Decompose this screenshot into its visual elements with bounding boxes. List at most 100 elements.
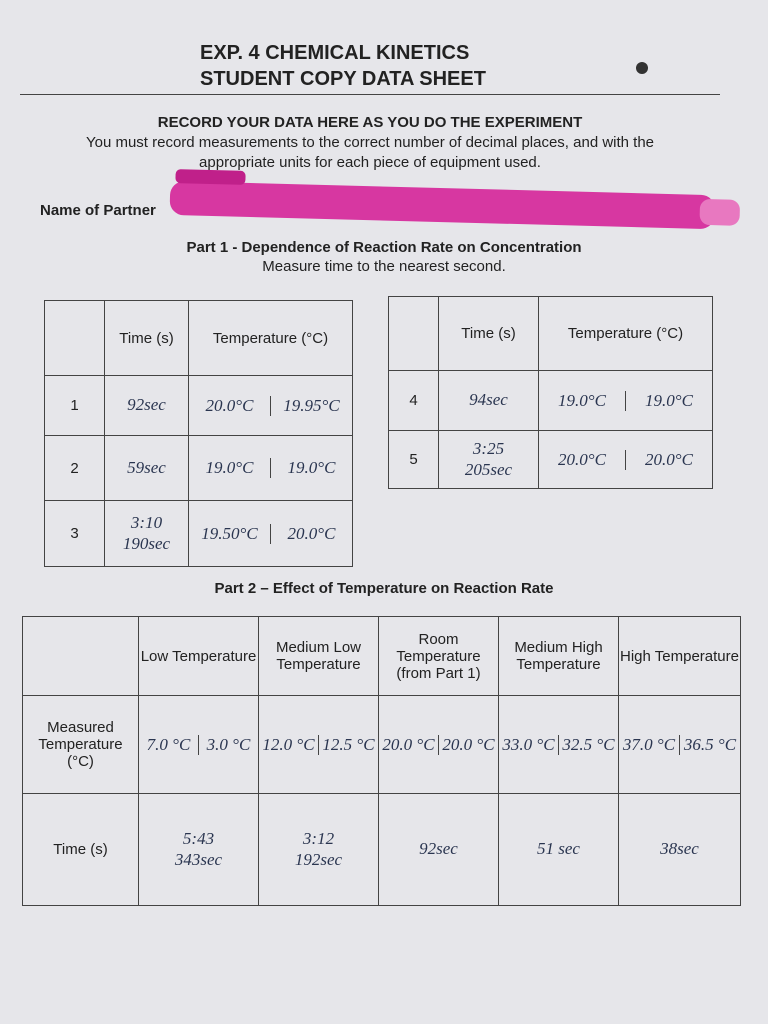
data-row: 5 3:25 205sec 20.0°C 20.0°C — [388, 430, 713, 489]
handwriting-part: 5:43 — [182, 829, 215, 849]
part1-title: Part 1 - Dependence of Reaction Rate on … — [186, 239, 582, 256]
value: 20.0 °C — [382, 734, 435, 754]
value: 37.0 °C — [622, 734, 676, 754]
handwriting-part: 3:12 — [302, 829, 335, 849]
split: 12.0 °C 12.5 °C — [259, 734, 378, 755]
time-cell: 51 sec — [498, 793, 619, 906]
value: 19.95°C — [270, 395, 352, 416]
temperature-cell: 20.0°C 19.95°C — [188, 375, 353, 436]
pen-tip — [699, 199, 740, 226]
handwriting-part: 192sec — [294, 849, 343, 869]
data-row: 1 92sec 20.0°C 19.95°C — [44, 375, 353, 436]
handwriting: 92sec — [105, 395, 188, 415]
handwriting: 92sec — [379, 839, 498, 859]
pen-body — [169, 181, 715, 229]
handwriting-part: 92sec — [127, 395, 166, 415]
row-label: Time (s) — [22, 793, 139, 906]
trial-number: 5 — [388, 430, 439, 489]
time-cell: 59sec — [104, 435, 189, 501]
value: 7.0 °C — [146, 734, 191, 754]
time-cell: 92sec — [104, 375, 189, 436]
header-row: Time (s) Temperature (°C) — [44, 300, 353, 376]
value: 20.0°C — [205, 395, 254, 415]
handwriting-part: 3:10 — [130, 513, 163, 533]
time-cell: 92sec — [378, 793, 499, 906]
temperature-cell: 7.0 °C 3.0 °C — [138, 695, 259, 794]
handwriting: 94sec — [439, 390, 538, 410]
handwriting: 3:25 205sec — [439, 439, 538, 480]
empty-cell — [388, 296, 439, 371]
temperature-cell: 12.0 °C 12.5 °C — [258, 695, 379, 794]
temperature-cell: 20.0 °C 20.0 °C — [378, 695, 499, 794]
trial-number: 3 — [44, 500, 105, 567]
empty-cell — [22, 616, 139, 696]
split: 20.0 °C 20.0 °C — [379, 734, 498, 755]
temperature-cell: 33.0 °C 32.5 °C — [498, 695, 619, 794]
handwriting-part: 94sec — [469, 390, 508, 410]
column-header: Room Temperature (from Part 1) — [378, 616, 499, 696]
split: 33.0 °C 32.5 °C — [499, 734, 618, 755]
instructions-text: appropriate units for each piece of equi… — [199, 154, 541, 171]
partner-label: Name of Partner — [40, 202, 156, 219]
time-cell: 3:10 190sec — [104, 500, 189, 567]
header-row: Low Temperature Medium Low Temperature Roo… — [22, 616, 741, 696]
trial-number: 4 — [388, 370, 439, 431]
handwriting: 5:43 343sec — [139, 829, 258, 870]
temperature-cell: 20.0°C 20.0°C — [538, 430, 713, 489]
value: 19.0°C — [205, 458, 254, 477]
rule — [20, 94, 720, 95]
value: 19.0°C — [558, 390, 606, 410]
column-header: Temperature (°C) — [188, 300, 353, 376]
column-header: Time (s) — [104, 300, 189, 376]
trial-number: 2 — [44, 435, 105, 501]
time-cell: 38sec — [618, 793, 741, 906]
part1-subtitle: Measure time to the nearest second. — [262, 258, 506, 275]
split: 19.0°C 19.0°C — [539, 390, 712, 411]
handwriting: 51 sec — [499, 839, 618, 859]
value: 32.5 °C — [558, 734, 618, 755]
time-cell: 5:43 343sec — [138, 793, 259, 906]
title-line: EXP. 4 CHEMICAL KINETICS — [200, 42, 470, 64]
split: 19.50°C 20.0°C — [189, 523, 352, 544]
dot — [636, 62, 648, 74]
part1-heading: Part 1 - Dependence of Reaction Rate on … — [0, 238, 768, 276]
trial-number: 1 — [44, 375, 105, 436]
data-row: 2 59sec 19.0°C 19.0°C — [44, 435, 353, 501]
value: 20.0°C — [558, 449, 606, 469]
temperature-cell: 19.50°C 20.0°C — [188, 500, 353, 567]
split: 20.0°C 20.0°C — [539, 449, 712, 470]
time-row: Time (s) 5:43 343sec 3:12 192sec 92sec 51 sec 3… — [22, 793, 741, 906]
column-header: Medium Low Temperature — [258, 616, 379, 696]
instructions: RECORD YOUR DATA HERE AS YOU DO THE EXPE… — [0, 113, 740, 173]
column-header: Temperature (°C) — [538, 296, 713, 371]
data-row: 4 94sec 19.0°C 19.0°C — [388, 370, 713, 431]
column-header: Medium High Temperature — [498, 616, 619, 696]
value: 19.0°C — [625, 390, 712, 411]
value: 19.50°C — [201, 523, 258, 543]
time-cell: 94sec — [438, 370, 539, 431]
column-header: Low Temperature — [138, 616, 259, 696]
handwriting-part: 3:25 — [472, 439, 505, 459]
data-row: 3 3:10 190sec 19.50°C 20.0°C — [44, 500, 353, 567]
handwriting-part: 190sec — [122, 533, 171, 553]
value: 3.0 °C — [198, 734, 258, 755]
instructions-text: You must record measurements to the corr… — [85, 134, 655, 151]
handwriting-part: 92sec — [419, 839, 458, 859]
value: 20.0°C — [270, 523, 352, 544]
split: 20.0°C 19.95°C — [189, 395, 352, 416]
split: 7.0 °C 3.0 °C — [139, 734, 258, 755]
handwriting: 59sec — [105, 458, 188, 478]
empty-cell — [44, 300, 105, 376]
value: 19.0°C — [270, 458, 352, 478]
pen-clip — [175, 169, 246, 185]
handwriting-part: 205sec — [464, 459, 513, 479]
column-header: Time (s) — [438, 296, 539, 371]
measured-row: Measured Temperature (°C) 7.0 °C 3.0 °C 12.… — [22, 695, 741, 794]
value: 12.0 °C — [262, 734, 315, 754]
header-row: Time (s) Temperature (°C) — [388, 296, 713, 371]
value: 36.5 °C — [679, 734, 740, 755]
data-table: Low Temperature Medium Low Temperature Roo… — [22, 616, 741, 906]
title-line: STUDENT COPY DATA SHEET — [200, 68, 486, 90]
